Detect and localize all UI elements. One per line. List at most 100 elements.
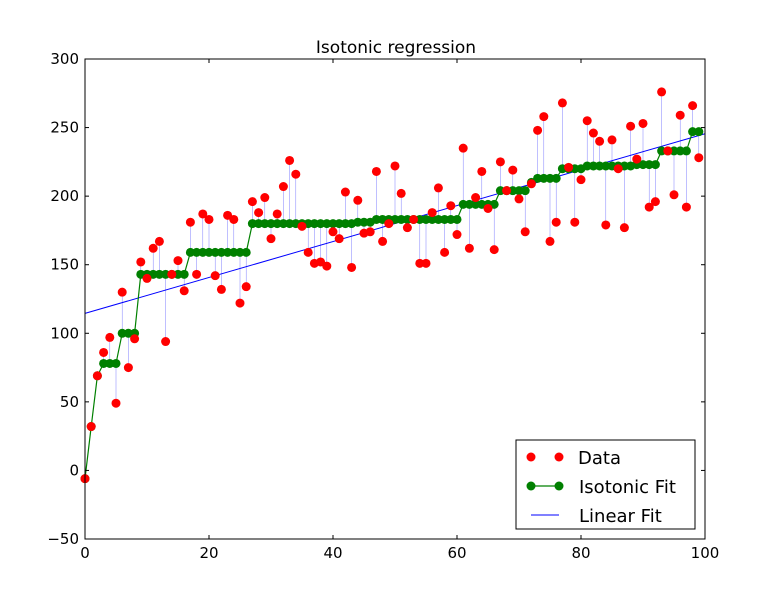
data-point xyxy=(173,256,183,266)
isotonic-fit-marker xyxy=(650,160,660,170)
data-point xyxy=(247,197,257,207)
data-point xyxy=(86,422,96,432)
data-point xyxy=(502,186,512,196)
legend-item-data: Data xyxy=(526,448,621,469)
data-point xyxy=(235,298,245,308)
data-point xyxy=(154,236,164,246)
data-point xyxy=(185,217,195,227)
data-point xyxy=(601,220,611,230)
data-point xyxy=(278,182,288,192)
isotonic-fit-marker xyxy=(657,146,667,156)
data-point xyxy=(613,164,623,174)
isotonic-fit-marker xyxy=(123,328,133,338)
data-point xyxy=(204,214,214,224)
data-point xyxy=(260,193,270,203)
data-point xyxy=(440,247,450,257)
data-point xyxy=(663,146,673,156)
y-tick-label: 250 xyxy=(50,119,79,137)
isotonic-fit-marker xyxy=(161,269,171,279)
data-point xyxy=(471,193,481,203)
data-point xyxy=(632,154,642,164)
isotonic-fit-marker xyxy=(179,269,189,279)
isotonic-fit-marker xyxy=(192,247,202,257)
data-point xyxy=(229,214,239,224)
legend-data-marker-left xyxy=(526,452,536,462)
data-point xyxy=(340,187,350,197)
isotonic-fit-marker xyxy=(452,214,462,224)
data-point xyxy=(533,125,543,135)
data-point xyxy=(334,234,344,244)
isotonic-fit-marker xyxy=(278,219,288,229)
data-point xyxy=(272,209,282,219)
legend-isotonic-marker-left xyxy=(526,481,536,491)
isotonic-fit-marker xyxy=(328,219,338,229)
data-point xyxy=(489,245,499,255)
data-point xyxy=(384,219,394,229)
isotonic-fit-marker xyxy=(241,247,251,257)
data-point xyxy=(644,202,654,212)
isotonic-fit-marker xyxy=(309,219,319,229)
data-point xyxy=(626,121,636,131)
isotonic-fit-marker xyxy=(669,146,679,156)
isotonic-fit-marker xyxy=(681,146,691,156)
data-point xyxy=(675,110,685,120)
data-point xyxy=(297,221,307,231)
isotonic-fit-marker xyxy=(198,247,208,257)
data-point xyxy=(130,334,140,344)
isotonic-fit-marker xyxy=(402,214,412,224)
data-point xyxy=(595,136,605,146)
legend-item-linear: Linear Fit xyxy=(531,506,662,527)
isotonic-fit-marker xyxy=(334,219,344,229)
isotonic-fit-marker xyxy=(551,173,561,183)
isotonic-fit-marker xyxy=(185,247,195,257)
data-point xyxy=(117,287,127,297)
data-point xyxy=(495,157,505,167)
isotonic-fit-marker xyxy=(266,219,276,229)
isotonic-fit-marker xyxy=(285,219,295,229)
data-point xyxy=(167,269,177,279)
isotonic-fit-marker xyxy=(353,217,363,227)
isotonic-fit-marker xyxy=(173,269,183,279)
isotonic-fit-marker xyxy=(340,219,350,229)
data-point xyxy=(514,194,524,204)
legend: Data Isotonic Fit Linear Fit xyxy=(515,439,696,530)
data-point xyxy=(136,257,146,267)
isotonic-fit-marker xyxy=(415,214,425,224)
legend-label-linear: Linear Fit xyxy=(579,506,662,527)
data-point xyxy=(681,202,691,212)
data-point xyxy=(322,261,332,271)
x-tick-label: 60 xyxy=(447,544,466,562)
isotonic-fit-marker xyxy=(694,127,704,137)
data-point xyxy=(458,143,468,153)
y-tick-label: 200 xyxy=(50,187,79,205)
data-point xyxy=(446,201,456,211)
data-point xyxy=(576,175,586,185)
isotonic-fit-marker xyxy=(458,199,468,209)
isotonic-fit-marker xyxy=(216,247,226,257)
data-point xyxy=(291,169,301,179)
isotonic-fit-marker xyxy=(533,173,543,183)
data-point xyxy=(328,227,338,237)
legend-label-isotonic: Isotonic Fit xyxy=(579,477,676,498)
isotonic-fit-marker xyxy=(520,186,530,196)
data-point xyxy=(415,258,425,268)
data-point xyxy=(564,162,574,172)
data-point xyxy=(123,363,133,373)
data-point xyxy=(216,284,226,294)
data-point xyxy=(588,128,598,138)
y-tick-label: 50 xyxy=(60,393,79,411)
data-point xyxy=(582,116,592,126)
isotonic-fit-marker xyxy=(154,269,164,279)
legend-box xyxy=(515,439,696,530)
x-tick-label: 40 xyxy=(323,544,342,562)
isotonic-fit-marker xyxy=(359,217,369,227)
isotonic-fit-marker xyxy=(440,214,450,224)
isotonic-fit-marker xyxy=(421,214,431,224)
chart-title: Isotonic regression xyxy=(316,38,476,58)
data-point xyxy=(254,208,264,218)
data-point xyxy=(192,269,202,279)
data-point xyxy=(638,118,648,128)
y-tick-label: −50 xyxy=(47,530,79,548)
isotonic-fit-marker xyxy=(582,161,592,171)
